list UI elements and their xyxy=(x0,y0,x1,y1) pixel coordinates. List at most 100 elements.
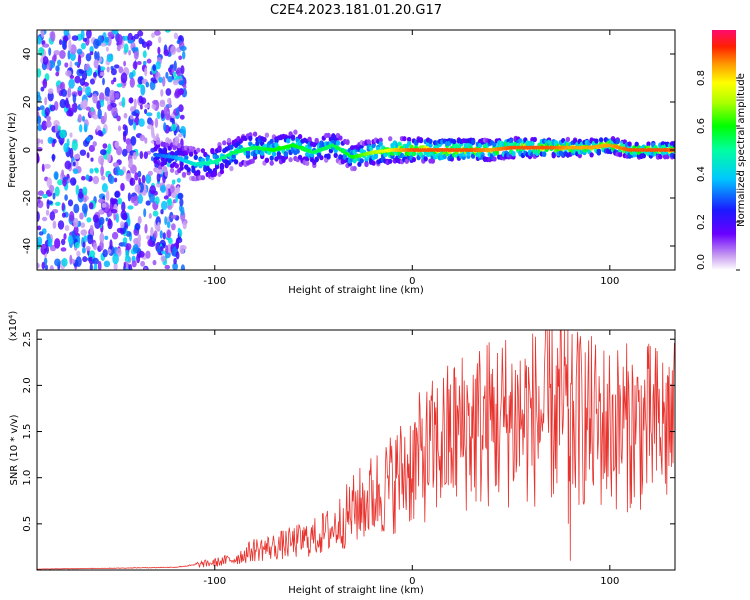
ridge-cell xyxy=(314,137,319,143)
noise-cell xyxy=(99,71,105,77)
noise-cell xyxy=(176,185,180,194)
ridge-cell xyxy=(200,175,206,181)
noise-cell xyxy=(92,93,98,104)
noise-cell xyxy=(178,80,185,86)
noise-cell xyxy=(138,118,145,127)
noise-cell xyxy=(42,56,49,65)
noise-cell xyxy=(47,88,54,94)
ridge-cell xyxy=(371,160,376,166)
noise-cell xyxy=(130,136,137,146)
ridge-cell xyxy=(167,145,172,151)
snr-ylabel: SNR (10 * v/v) xyxy=(9,414,20,485)
noise-cell xyxy=(141,174,146,184)
noise-cell xyxy=(60,247,67,252)
noise-cell xyxy=(37,106,41,111)
snr-frame xyxy=(36,329,676,571)
snr-plot: -100 0 100 0.5 1.0 1.5 2.0 2.5 Height of straig… xyxy=(8,311,676,596)
noise-cell xyxy=(169,64,174,70)
noise-cell xyxy=(75,184,80,196)
noise-cell xyxy=(98,198,105,204)
ridge-cell xyxy=(155,143,161,149)
noise-cell xyxy=(45,120,52,128)
noise-cell xyxy=(167,98,171,104)
noise-cell xyxy=(57,179,64,186)
noise-cell xyxy=(146,235,151,240)
noise-cell xyxy=(92,141,97,147)
noise-cell xyxy=(79,212,84,220)
noise-cell xyxy=(71,139,78,151)
noise-cell xyxy=(53,120,60,127)
noise-cell xyxy=(69,147,74,159)
ridge-cell xyxy=(418,138,424,144)
noise-cell xyxy=(137,216,142,225)
noise-cell xyxy=(179,198,184,207)
noise-cell xyxy=(86,152,90,159)
noise-cell xyxy=(105,217,109,222)
noise-cell xyxy=(98,209,104,215)
noise-cell xyxy=(123,112,128,119)
noise-cell xyxy=(166,161,171,168)
noise-cell xyxy=(41,40,46,45)
noise-cell xyxy=(86,217,92,223)
noise-cell xyxy=(67,235,73,244)
noise-cell xyxy=(154,117,159,128)
ridge-cell xyxy=(314,157,319,163)
noise-cell xyxy=(161,200,168,211)
ridge-cell xyxy=(428,138,433,144)
ridge-cell xyxy=(305,160,310,166)
noise-cell xyxy=(114,92,120,99)
noise-cell xyxy=(75,256,82,267)
noise-cell xyxy=(106,66,110,73)
noise-cell xyxy=(37,152,40,164)
noise-cell xyxy=(149,193,156,203)
noise-cell xyxy=(90,157,94,162)
noise-cell xyxy=(116,227,123,233)
noise-cell xyxy=(82,37,87,42)
noise-cell xyxy=(167,198,173,207)
ridge-cell xyxy=(269,138,274,144)
ridge-cell xyxy=(492,141,497,148)
noise-cell xyxy=(182,221,187,230)
ridge-cell xyxy=(357,161,362,167)
noise-cell xyxy=(128,49,132,56)
noise-cell xyxy=(49,184,55,193)
noise-cell xyxy=(118,169,124,176)
noise-cell xyxy=(123,35,129,41)
noise-cell xyxy=(107,218,112,227)
noise-cell xyxy=(131,47,139,52)
ridge-cell xyxy=(248,135,253,141)
noise-cell xyxy=(37,115,42,125)
noise-cell xyxy=(46,200,53,205)
noise-cell xyxy=(145,173,152,184)
noise-cell xyxy=(108,175,115,185)
noise-cell xyxy=(144,67,148,77)
noise-cell xyxy=(37,225,42,231)
noise-cell xyxy=(146,112,153,117)
noise-cell xyxy=(151,32,155,39)
ridge-cell xyxy=(179,165,184,171)
snr-x-tick-label: -100 xyxy=(203,576,226,587)
noise-cell xyxy=(170,123,177,132)
noise-cell xyxy=(59,129,66,139)
noise-cell xyxy=(163,106,168,116)
noise-cell xyxy=(101,202,107,208)
noise-cell xyxy=(89,46,94,53)
ridge-cell xyxy=(233,159,239,165)
noise-cell xyxy=(122,213,128,221)
ridge-cell xyxy=(162,167,168,173)
noise-cell xyxy=(164,264,171,270)
noise-cell xyxy=(93,38,100,49)
snr-y-tick-label: 2.5 xyxy=(22,331,33,347)
noise-cell xyxy=(61,88,67,97)
ridge-cell xyxy=(404,158,409,164)
noise-cell xyxy=(143,60,147,66)
noise-cell xyxy=(150,119,154,127)
noise-cell xyxy=(163,195,169,200)
noise-cell xyxy=(176,106,180,114)
ridge-cell xyxy=(181,171,187,178)
noise-cell xyxy=(85,53,92,62)
noise-cell xyxy=(158,36,162,44)
noise-cell xyxy=(122,237,128,244)
ridge-cell xyxy=(551,153,556,159)
noise-cell xyxy=(142,50,147,58)
